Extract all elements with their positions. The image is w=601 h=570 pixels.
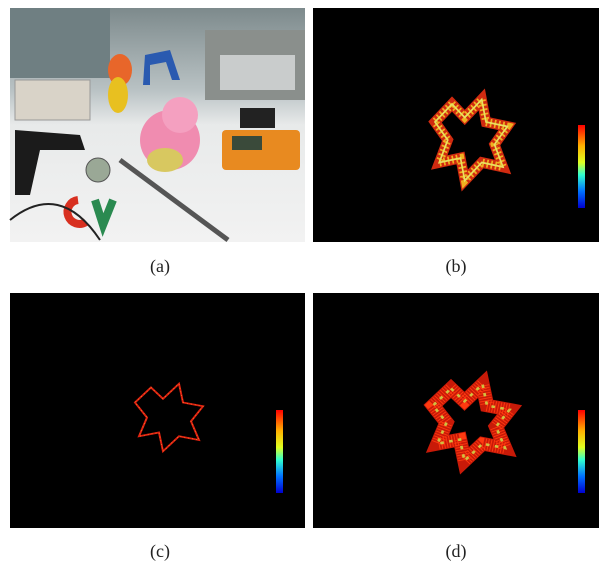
yellow-toy — [108, 77, 128, 113]
oscilloscope — [220, 55, 295, 90]
colorbar — [276, 410, 283, 493]
pink-cat-head — [162, 97, 198, 133]
cup — [147, 148, 183, 172]
caption: (b) — [446, 256, 467, 277]
solder-spool — [86, 158, 110, 182]
power-adapter — [240, 108, 275, 128]
box — [15, 80, 90, 120]
colorbar — [578, 125, 585, 208]
caption: (c) — [150, 541, 170, 562]
page: {"panels": [{"label": "(a)"}, {"label": … — [0, 0, 601, 565]
panel-c — [10, 293, 305, 528]
figure: (a) (b) (c) (d) — [0, 0, 601, 565]
panel-d — [313, 293, 599, 528]
multimeter-display — [232, 136, 262, 150]
panel-background — [313, 8, 599, 242]
panel-b — [313, 8, 599, 242]
window — [10, 8, 110, 78]
panel-background — [10, 293, 305, 528]
caption: (a) — [150, 256, 170, 277]
panel-background — [313, 293, 599, 528]
caption: (d) — [446, 541, 467, 562]
panel-a — [10, 8, 305, 242]
colorbar — [578, 410, 585, 493]
